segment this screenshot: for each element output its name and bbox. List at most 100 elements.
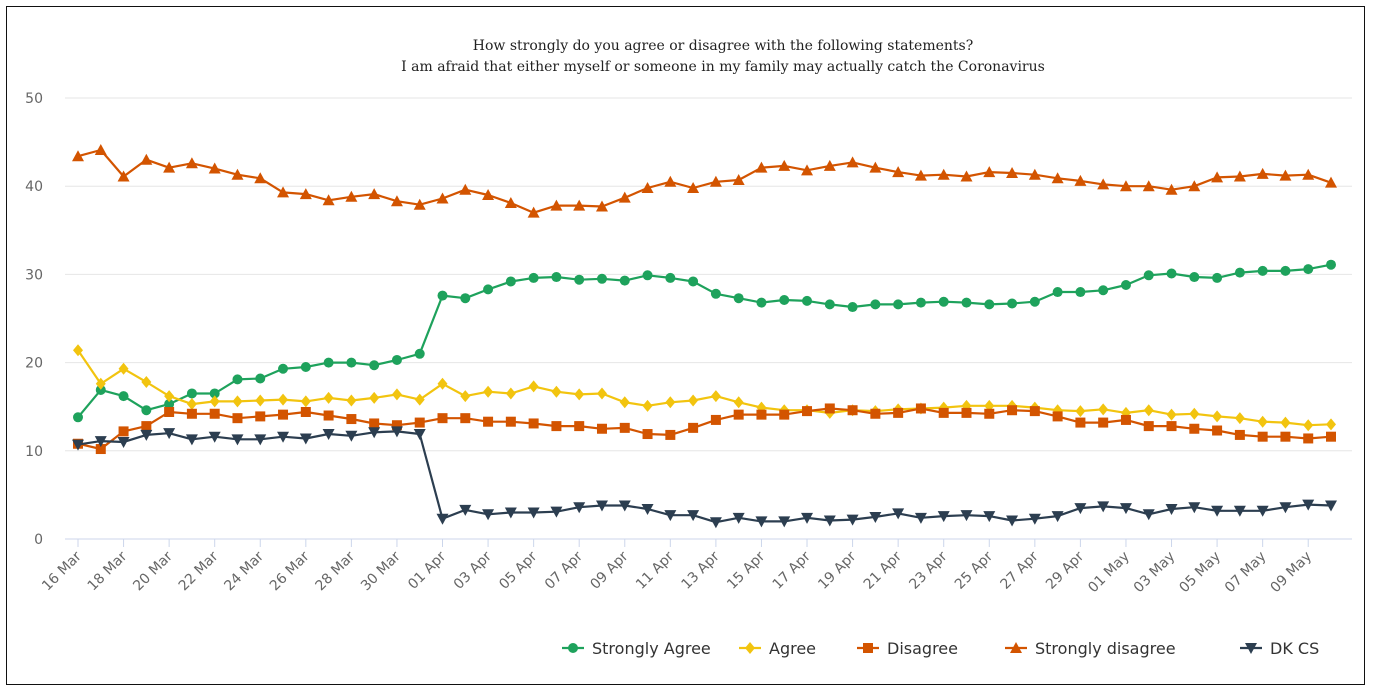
legend-item-strongly-agree[interactable]: Strongly Agree — [562, 639, 711, 658]
data-point — [390, 195, 403, 207]
data-point — [1029, 296, 1040, 307]
data-point — [1075, 405, 1086, 418]
legend-item-agree[interactable]: Agree — [739, 639, 816, 658]
data-point — [140, 153, 153, 165]
legend-label: DK CS — [1270, 639, 1319, 658]
data-point — [300, 395, 311, 408]
x-tick-label: 11 Apr — [633, 548, 677, 592]
data-point — [1120, 414, 1131, 425]
data-point — [368, 427, 381, 439]
legend-item-strongly-disagree[interactable]: Strongly disagree — [1005, 639, 1176, 658]
data-point — [346, 414, 357, 425]
data-point — [938, 407, 949, 418]
x-tick-label: 18 Mar — [85, 548, 131, 594]
x-tick-label: 16 Mar — [39, 548, 85, 594]
chart-subtitle: I am afraid that either myself or someon… — [401, 59, 1045, 75]
series-line — [77, 263, 1332, 419]
data-point — [937, 168, 950, 180]
data-point — [1098, 403, 1109, 416]
data-point — [300, 406, 311, 417]
series-layer — [72, 144, 1337, 529]
data-point — [1075, 417, 1086, 428]
data-point — [436, 513, 449, 525]
data-point — [733, 396, 744, 409]
legend-item-dk-cs[interactable]: DK CS — [1240, 639, 1319, 658]
data-point — [345, 430, 358, 442]
data-point — [960, 170, 973, 182]
data-point — [1143, 421, 1154, 432]
data-point — [893, 299, 904, 310]
x-tick-label: 20 Mar — [130, 548, 176, 594]
data-point — [254, 434, 267, 446]
data-point — [550, 506, 563, 518]
data-point — [141, 405, 152, 416]
data-point — [504, 507, 517, 519]
data-point — [163, 428, 176, 440]
series-strongly-disagree — [72, 144, 1337, 218]
data-point — [1143, 404, 1154, 417]
data-point — [847, 405, 858, 416]
legend-marker — [568, 643, 578, 653]
data-point — [1279, 169, 1292, 181]
data-point — [1028, 513, 1041, 525]
data-point — [870, 408, 881, 419]
data-point — [278, 409, 289, 420]
data-point — [299, 433, 312, 445]
data-point — [641, 504, 654, 516]
data-point — [961, 297, 972, 308]
data-point — [870, 299, 881, 310]
x-tick-label: 23 Apr — [906, 548, 950, 592]
data-point — [278, 393, 289, 406]
data-point — [574, 388, 585, 401]
x-tick-label: 28 Mar — [312, 548, 358, 594]
data-point — [1189, 423, 1200, 434]
data-point — [483, 385, 494, 398]
data-point — [209, 388, 220, 399]
data-point — [232, 413, 243, 424]
data-point — [596, 273, 607, 284]
data-point — [642, 270, 653, 281]
data-point — [1006, 166, 1019, 178]
data-point — [847, 302, 858, 313]
data-point — [141, 421, 152, 432]
legend-item-disagree[interactable]: Disagree — [857, 639, 958, 658]
data-point — [164, 399, 175, 410]
data-point — [232, 374, 243, 385]
data-point — [1212, 272, 1223, 283]
data-point — [824, 403, 835, 414]
data-point — [688, 422, 699, 433]
y-tick-label: 20 — [25, 356, 43, 372]
x-tick-label: 09 Apr — [587, 548, 631, 592]
data-point — [483, 416, 494, 427]
data-point — [1326, 431, 1336, 442]
data-point — [1234, 412, 1245, 425]
series-disagree — [73, 403, 1336, 455]
data-point — [1165, 183, 1178, 195]
data-point — [984, 299, 995, 310]
data-point — [596, 423, 607, 434]
chart-title: How strongly do you agree or disagree wi… — [473, 38, 973, 54]
data-point — [437, 413, 448, 424]
data-point — [163, 161, 176, 173]
series-line — [77, 430, 1332, 524]
data-point — [208, 431, 221, 443]
data-point — [460, 293, 471, 304]
data-point — [164, 406, 175, 417]
x-tick-label: 01 May — [1085, 549, 1133, 597]
data-point — [961, 407, 972, 418]
data-point — [801, 164, 814, 176]
data-point — [709, 517, 722, 529]
data-point — [164, 390, 175, 403]
data-point — [983, 166, 996, 178]
data-point — [937, 511, 950, 523]
legend[interactable]: Strongly Agree Agree Disagree Strongly disa… — [562, 639, 1319, 658]
data-point — [1189, 272, 1200, 283]
data-point — [413, 429, 426, 441]
data-point — [73, 344, 83, 357]
data-point — [504, 196, 517, 208]
data-point — [1075, 287, 1086, 298]
data-point — [1074, 503, 1087, 515]
data-point — [914, 512, 927, 524]
data-point — [1097, 178, 1110, 190]
data-point — [459, 504, 472, 516]
